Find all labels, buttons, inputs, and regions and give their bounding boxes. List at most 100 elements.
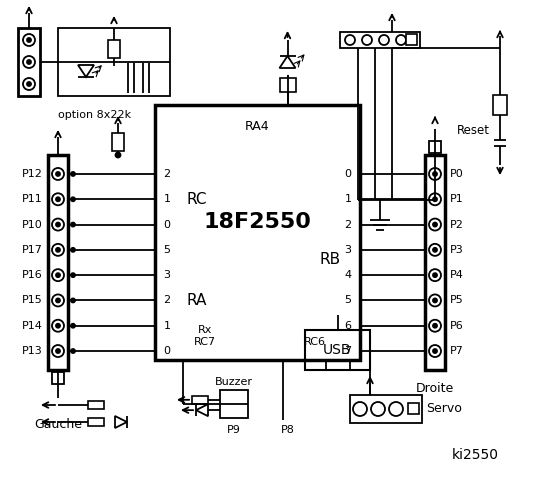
Text: Buzzer: Buzzer — [215, 377, 253, 387]
Circle shape — [433, 349, 437, 353]
Text: P7: P7 — [450, 346, 464, 356]
Circle shape — [433, 248, 437, 252]
Circle shape — [396, 35, 406, 45]
Circle shape — [429, 193, 441, 205]
Bar — [88, 418, 104, 426]
Bar — [58, 28, 170, 96]
Text: option 8x22k: option 8x22k — [59, 110, 132, 120]
Text: P1: P1 — [450, 194, 464, 204]
Text: P6: P6 — [450, 321, 464, 331]
Bar — [279, 78, 295, 92]
Bar — [52, 372, 64, 384]
Text: 0: 0 — [345, 169, 352, 179]
Circle shape — [56, 349, 60, 353]
Circle shape — [429, 244, 441, 256]
Circle shape — [52, 320, 64, 332]
Bar — [220, 390, 248, 418]
Text: RC6: RC6 — [304, 337, 326, 347]
Text: P2: P2 — [450, 219, 464, 229]
Text: RC: RC — [187, 192, 207, 207]
Text: 6: 6 — [345, 321, 352, 331]
Text: RC7: RC7 — [194, 337, 216, 347]
Circle shape — [52, 294, 64, 306]
Text: P17: P17 — [22, 245, 43, 255]
Circle shape — [71, 324, 75, 328]
Circle shape — [71, 172, 75, 176]
Circle shape — [56, 172, 60, 176]
Text: P4: P4 — [450, 270, 464, 280]
Text: Gauche: Gauche — [34, 419, 82, 432]
Circle shape — [52, 168, 64, 180]
Circle shape — [71, 197, 75, 201]
Circle shape — [71, 299, 75, 302]
Text: P3: P3 — [450, 245, 464, 255]
Text: P12: P12 — [22, 169, 43, 179]
Text: 1: 1 — [164, 194, 170, 204]
Text: P16: P16 — [22, 270, 43, 280]
Circle shape — [23, 56, 35, 68]
Circle shape — [429, 168, 441, 180]
Bar — [406, 34, 417, 45]
Circle shape — [429, 345, 441, 357]
Bar — [192, 396, 208, 404]
Circle shape — [371, 402, 385, 416]
Circle shape — [433, 197, 437, 201]
Circle shape — [52, 345, 64, 357]
Circle shape — [56, 223, 60, 227]
Circle shape — [56, 299, 60, 302]
Bar — [88, 401, 104, 409]
Text: 0: 0 — [164, 219, 170, 229]
Text: P14: P14 — [22, 321, 43, 331]
Circle shape — [23, 78, 35, 90]
Bar — [155, 105, 360, 360]
Bar — [112, 133, 124, 151]
Text: 4: 4 — [345, 270, 352, 280]
Text: Rx: Rx — [198, 325, 212, 335]
Bar — [18, 28, 40, 96]
Text: 5: 5 — [164, 245, 170, 255]
Text: RA4: RA4 — [245, 120, 270, 133]
Circle shape — [27, 38, 31, 42]
Circle shape — [23, 34, 35, 46]
Text: 1: 1 — [164, 321, 170, 331]
Text: P15: P15 — [22, 296, 43, 305]
Circle shape — [433, 299, 437, 302]
Circle shape — [389, 402, 403, 416]
Bar — [340, 32, 420, 48]
Circle shape — [116, 153, 121, 157]
Text: P11: P11 — [22, 194, 43, 204]
Text: P5: P5 — [450, 296, 464, 305]
Circle shape — [27, 60, 31, 64]
Text: Reset: Reset — [457, 123, 490, 136]
Text: 2: 2 — [164, 169, 170, 179]
Bar — [48, 155, 68, 370]
Text: 2: 2 — [164, 296, 170, 305]
Bar — [305, 330, 370, 370]
Circle shape — [56, 248, 60, 252]
Circle shape — [27, 82, 31, 86]
Bar — [425, 155, 445, 370]
Text: RA: RA — [187, 293, 207, 308]
Text: Servo: Servo — [426, 403, 462, 416]
Text: 0: 0 — [164, 346, 170, 356]
Circle shape — [71, 273, 75, 277]
Circle shape — [52, 193, 64, 205]
Bar — [408, 403, 419, 414]
Text: RB: RB — [320, 252, 341, 267]
Circle shape — [433, 223, 437, 227]
Circle shape — [52, 244, 64, 256]
Text: P8: P8 — [281, 425, 295, 435]
Circle shape — [52, 218, 64, 230]
Circle shape — [345, 35, 355, 45]
Circle shape — [429, 294, 441, 306]
Text: 3: 3 — [164, 270, 170, 280]
Circle shape — [379, 35, 389, 45]
Text: P0: P0 — [450, 169, 464, 179]
Bar — [108, 40, 120, 58]
Circle shape — [429, 269, 441, 281]
Bar — [350, 395, 422, 423]
Text: 7: 7 — [345, 346, 352, 356]
Text: P10: P10 — [22, 219, 43, 229]
Circle shape — [56, 273, 60, 277]
Circle shape — [433, 172, 437, 176]
